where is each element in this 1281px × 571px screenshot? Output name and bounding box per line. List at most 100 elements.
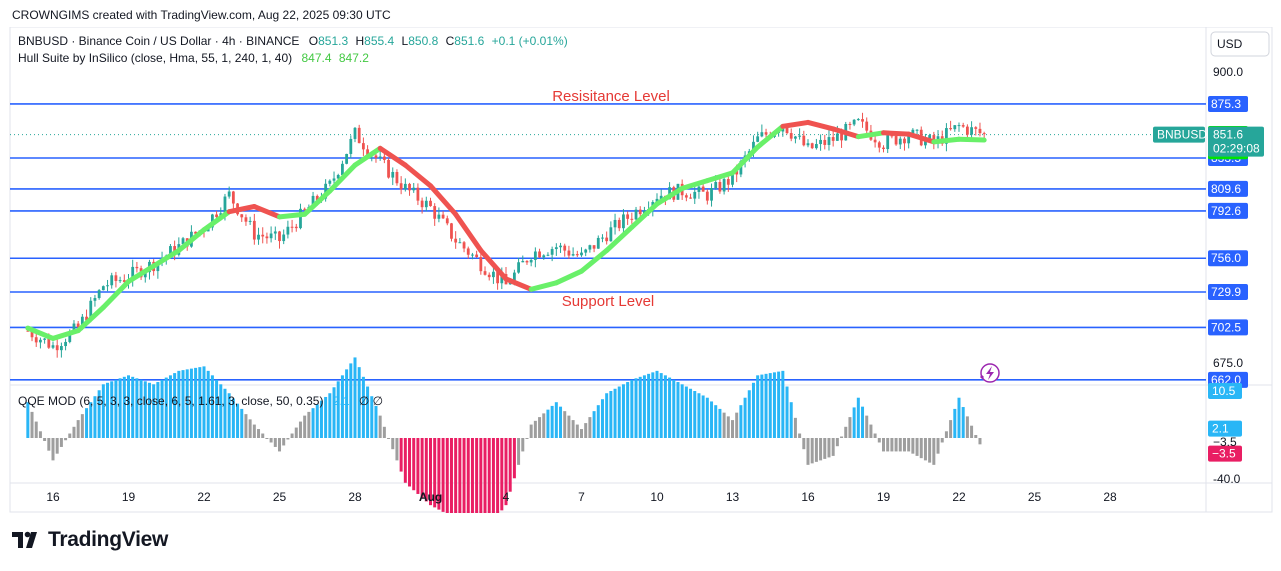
time-axis[interactable]: 16 19 22 25 28 Aug 4 7 10 13 16 19 22 25 28 — [46, 490, 1117, 504]
qqe-bar — [143, 381, 147, 438]
hull-segment — [251, 204, 282, 220]
qqe-bar — [160, 379, 164, 438]
qqe-bar — [600, 399, 604, 438]
candle-body — [374, 155, 378, 158]
candle-body — [332, 178, 336, 181]
hull-segment — [553, 268, 584, 286]
hull-segment — [579, 247, 610, 274]
level-price-tag-box — [1208, 250, 1248, 267]
qqe-bar — [68, 433, 72, 438]
hull-segment — [528, 280, 559, 292]
candle-body — [194, 231, 198, 234]
hull-segment — [478, 247, 509, 282]
qqe-bar — [957, 397, 961, 438]
legend-qqe[interactable]: QQE MOD (6, 5, 3, 3, close, 6, 5, 1.61, … — [18, 394, 383, 408]
qqe-tick-label: −3.5 — [1213, 435, 1237, 449]
hull-segment — [604, 224, 635, 253]
candle-body — [492, 271, 495, 278]
level-price-tag: 875.3 — [1211, 97, 1241, 111]
symbol-tag-box — [1153, 126, 1205, 143]
qqe-bar — [491, 438, 495, 513]
qqe-bar — [152, 384, 156, 438]
qqe-bar — [387, 438, 391, 439]
candle-body — [814, 144, 818, 149]
qqe-bar — [223, 388, 227, 438]
eye-off-icon[interactable]: ∅ ∅ — [359, 394, 383, 408]
qqe-bar — [613, 388, 617, 438]
candle-body — [97, 290, 101, 299]
candle-body — [181, 238, 185, 245]
hull-segment — [277, 211, 308, 220]
time-tick-label: 28 — [1103, 490, 1117, 504]
level-price-tag-box — [1208, 95, 1248, 112]
candle-body — [903, 138, 906, 144]
time-tick-label: 28 — [348, 490, 362, 504]
qqe-bar — [521, 438, 525, 452]
candle-body — [894, 136, 898, 145]
qqe-bar — [504, 438, 508, 506]
candle-body — [135, 266, 139, 269]
candle-body — [382, 156, 386, 160]
candle-body — [416, 187, 420, 201]
time-tick-label: 16 — [46, 490, 60, 504]
qqe-bar — [273, 438, 277, 447]
candle-body — [970, 127, 973, 135]
hull-segment — [956, 136, 987, 143]
qqe-bar — [357, 367, 361, 438]
hull-segment — [126, 263, 157, 285]
hull-segment — [50, 328, 81, 341]
qqe-bar — [240, 408, 244, 438]
candle-body — [613, 219, 617, 228]
lightning-icon[interactable] — [980, 363, 1000, 383]
qqe-bar — [147, 382, 151, 438]
brand[interactable]: TradingView — [12, 528, 168, 552]
qqe-bar — [806, 438, 810, 465]
qqe-bar — [328, 393, 332, 438]
candle-body — [538, 251, 541, 258]
candle-body — [231, 191, 235, 204]
candle-body — [106, 285, 109, 287]
legend-hull[interactable]: Hull Suite by InSilico (close, Hma, 55, … — [18, 51, 369, 65]
qqe-bar — [366, 386, 370, 438]
current-price-label: 851.6 — [1213, 128, 1243, 142]
qqe-bar — [496, 438, 500, 513]
qqe-bar — [911, 438, 915, 454]
qqe-bar — [72, 426, 76, 438]
qqe-value: 2.1 — [333, 394, 350, 408]
hull-segment — [730, 144, 761, 176]
candle-body — [433, 206, 437, 219]
candle-body — [391, 171, 395, 178]
tradingview-logo-icon — [12, 531, 37, 548]
qqe-bar — [307, 411, 311, 438]
candle-body — [924, 138, 927, 146]
qqe-bar — [928, 438, 932, 463]
candle-body — [303, 208, 307, 210]
qqe-bar — [252, 424, 256, 438]
candle-body — [215, 214, 218, 218]
candle-body — [420, 200, 424, 208]
qqe-bar — [487, 438, 491, 513]
qqe-bar — [30, 411, 34, 438]
candle-body — [806, 143, 810, 146]
time-tick-label: 25 — [1028, 490, 1042, 504]
candle-body — [810, 143, 814, 149]
qqe-bar — [462, 438, 466, 513]
qqe-bar — [198, 367, 202, 438]
qqe-bar — [840, 436, 844, 438]
candle-body — [580, 252, 583, 256]
qqe-bar — [89, 402, 93, 438]
hull-segment — [704, 170, 735, 184]
qqe-bar — [177, 370, 181, 438]
qqe-bar — [575, 424, 579, 438]
hull-segment — [855, 130, 886, 140]
hull-segment — [830, 126, 861, 140]
qqe-bar — [961, 407, 965, 438]
currency-button[interactable] — [1210, 31, 1270, 57]
qqe-bar — [886, 438, 890, 452]
legend-ohlc[interactable]: BNBUSD · Binance Coin / US Dollar · 4h ·… — [18, 34, 568, 48]
qqe-bar — [219, 384, 223, 438]
qqe-bar — [743, 397, 747, 438]
hull-value-1: 847.4 — [301, 51, 331, 65]
qqe-bar — [634, 378, 638, 438]
